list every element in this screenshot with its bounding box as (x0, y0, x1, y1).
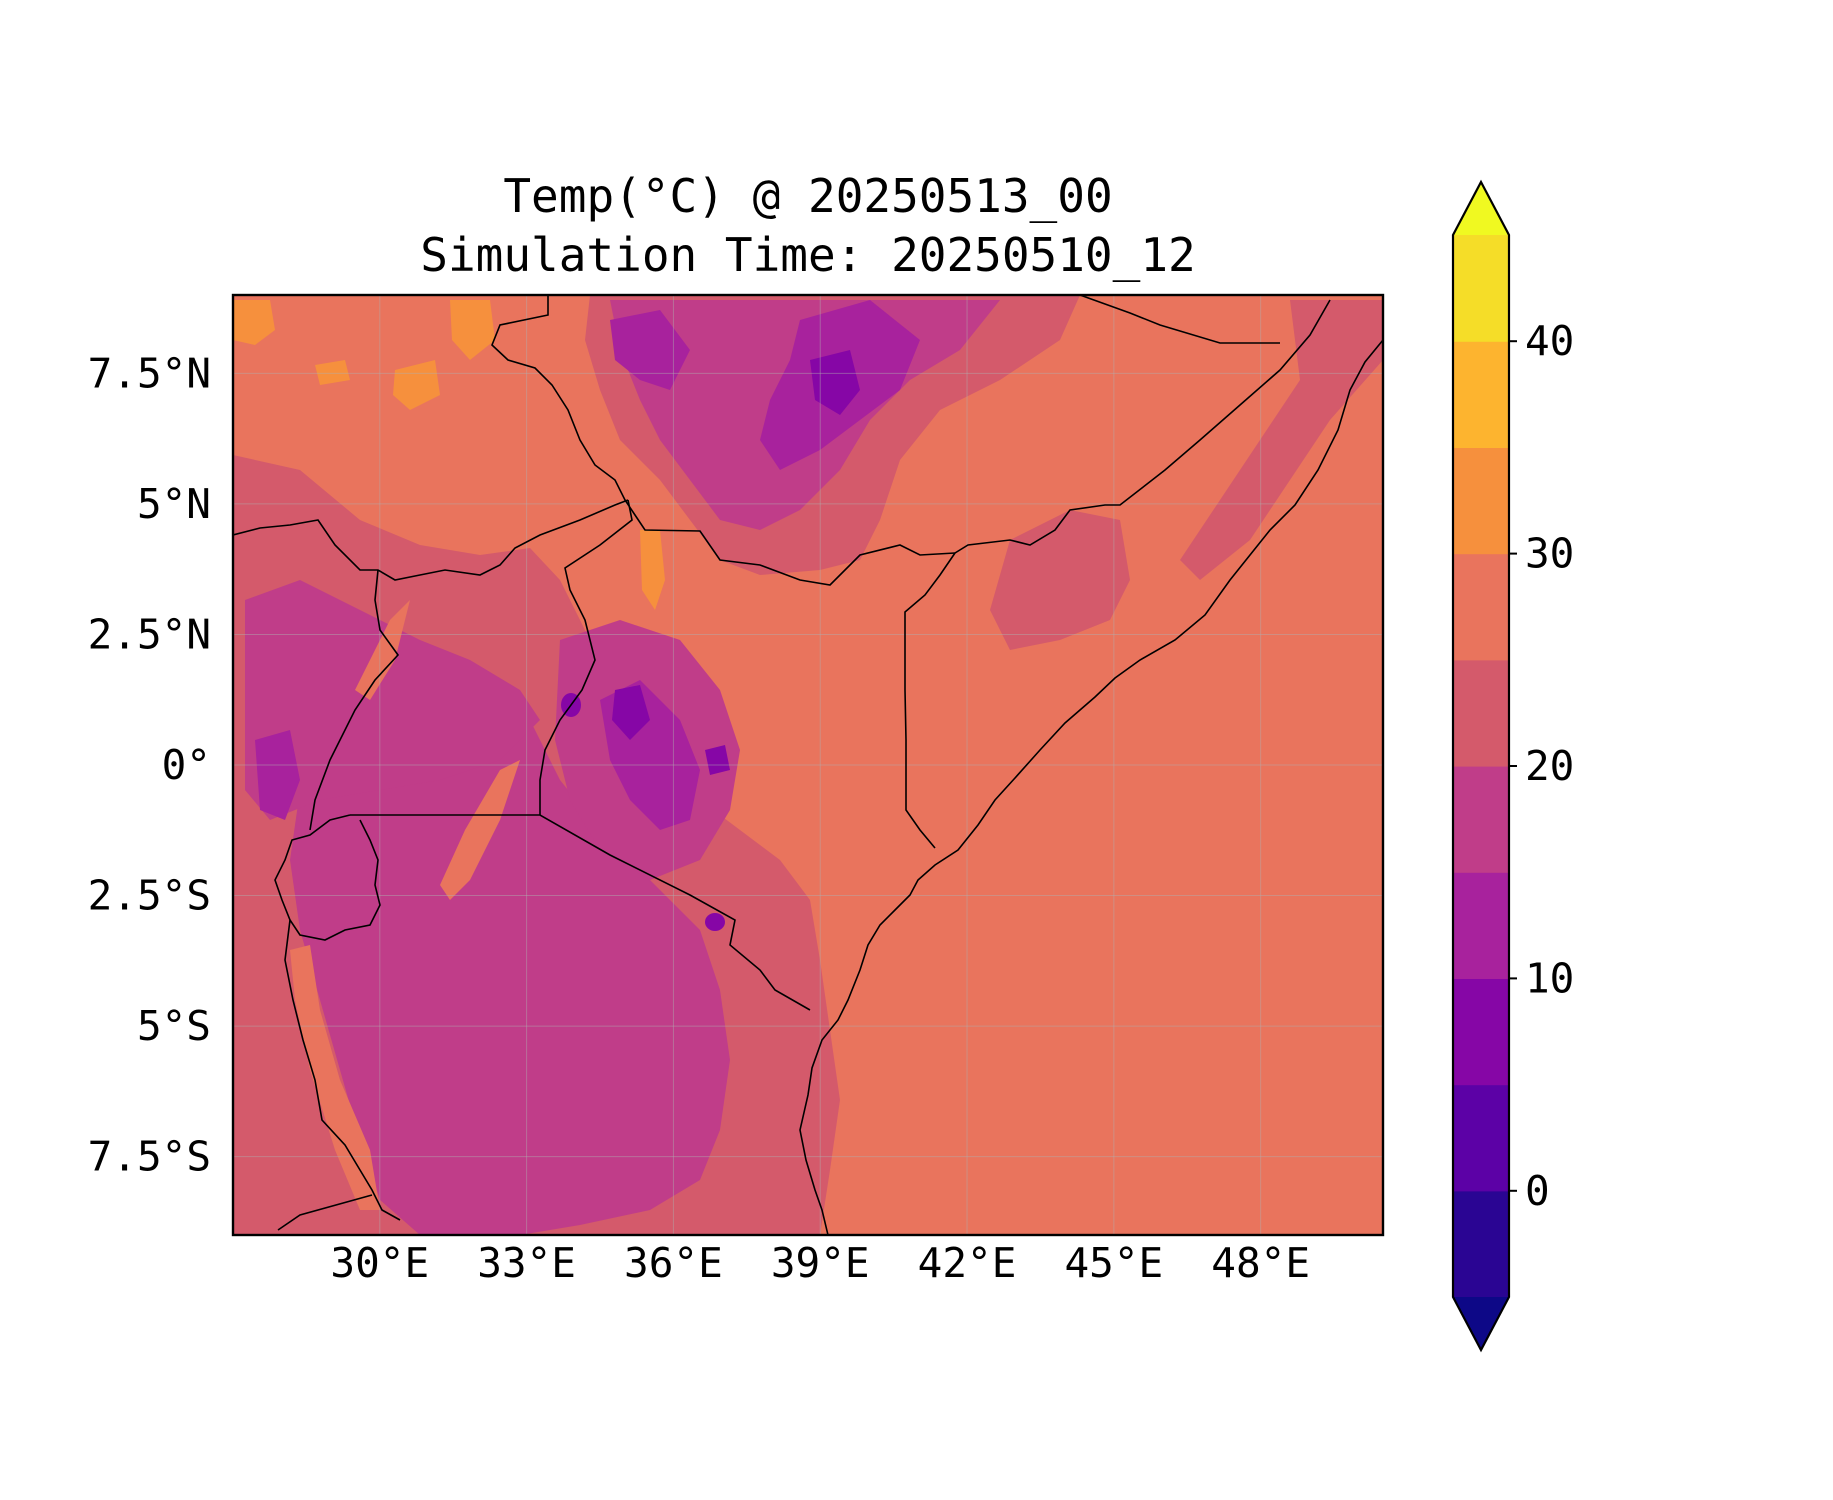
y-tick-label: 5°S (137, 1002, 211, 1050)
y-tick-label: 5°N (137, 480, 211, 528)
colorbar-tick-label: 0 (1525, 1167, 1550, 1215)
y-tick-label: 7.5°S (88, 1133, 211, 1181)
field-region-10-15 (255, 730, 300, 820)
y-axis-ticks: 7.5°N 5°N 2.5°N 0° 2.5°S 5°S 7.5°S (88, 349, 211, 1180)
gridlines (233, 295, 1383, 1235)
x-tick-label: 45°E (1064, 1239, 1163, 1287)
colorbar-bin (1453, 766, 1509, 873)
boundary-uganda-drc (309, 569, 400, 831)
colorbar-bin (1453, 1190, 1509, 1298)
colorbar-tick-label: 10 (1525, 954, 1574, 1002)
y-tick-label: 2.5°N (88, 610, 211, 658)
field-region-5-10 (810, 350, 860, 415)
colorbar-tick-label: 20 (1525, 742, 1574, 790)
colorbar-bin (1453, 235, 1509, 342)
boundary-kenya-ethiopia-somalia (954, 299, 1331, 554)
coastline-east-africa (799, 339, 1383, 1235)
boundary-rwanda-burundi (274, 814, 381, 941)
field-region-30-35 (393, 360, 440, 410)
field-region-30-35 (450, 300, 495, 360)
x-tick-label: 48°E (1211, 1239, 1310, 1287)
field-region-5-10 (705, 913, 725, 931)
colorbar-bin (1453, 1084, 1509, 1192)
boundary-uganda-kenya (539, 499, 633, 815)
colorbar-over-extend (1453, 182, 1509, 235)
x-axis-ticks: 30°E 33°E 36°E 39°E 42°E 45°E 48°E (330, 1239, 1310, 1287)
field-region-20-25 (1180, 300, 1383, 580)
field-region-10-15 (610, 310, 690, 390)
field-region-30-35 (233, 300, 275, 345)
colorbar-bin (1453, 659, 1509, 767)
field-region-5-10 (612, 685, 650, 740)
chart-subtitle: Simulation Time: 20250510_12 (420, 228, 1196, 282)
colorbar (1451, 179, 1511, 1353)
boundary-south-sudan-uganda (233, 499, 629, 581)
y-tick-label: 0° (162, 741, 211, 789)
colorbar-bin (1453, 978, 1509, 1086)
temperature-map (233, 295, 1383, 1235)
field-region-25-30-streak (290, 945, 380, 1210)
colorbar-tick-label: 30 (1525, 530, 1574, 578)
colorbar-under-extend (1453, 1297, 1509, 1350)
x-tick-label: 33°E (477, 1239, 576, 1287)
field-region-15-20 (290, 690, 730, 1235)
boundary-tanzania-north (350, 814, 811, 1011)
boundary-kenya-somalia (904, 552, 956, 849)
x-tick-label: 30°E (330, 1239, 429, 1287)
x-tick-label: 42°E (918, 1239, 1017, 1287)
colorbar-outline (1451, 179, 1511, 1353)
boundary-south-sudan-ethiopia (491, 295, 956, 586)
colorbar-ticks: 0 10 20 30 40 (1509, 317, 1574, 1215)
field-region-25-30-streak (440, 760, 520, 900)
x-tick-label: 39°E (771, 1239, 870, 1287)
colorbar-bin (1453, 341, 1509, 448)
field-region-5-10 (705, 745, 730, 775)
colorbar-bin (1453, 447, 1509, 555)
country-boundaries (233, 295, 1383, 1235)
boundary-zambia-tanzania (277, 1194, 373, 1231)
y-tick-label: 7.5°N (88, 349, 211, 397)
x-tick-label: 36°E (624, 1239, 723, 1287)
chart-title: Temp(°C) @ 20250513_00 (503, 169, 1113, 223)
field-region-15-20 (245, 580, 540, 820)
colorbar-bin (1453, 553, 1509, 661)
field-region-30-35 (315, 360, 350, 385)
field-region-20-25 (990, 510, 1130, 650)
field-region-25-30-streak (355, 600, 410, 700)
boundary-drc-tanzania-lake (284, 919, 401, 1221)
colorbar-tick-label: 40 (1525, 317, 1574, 365)
colorbar-bin (1453, 872, 1509, 979)
y-tick-label: 2.5°S (88, 872, 211, 920)
map-frame (231, 293, 1385, 1237)
field-region-30-35 (640, 530, 665, 610)
boundary-ethiopia-somalia-north (1079, 295, 1280, 344)
